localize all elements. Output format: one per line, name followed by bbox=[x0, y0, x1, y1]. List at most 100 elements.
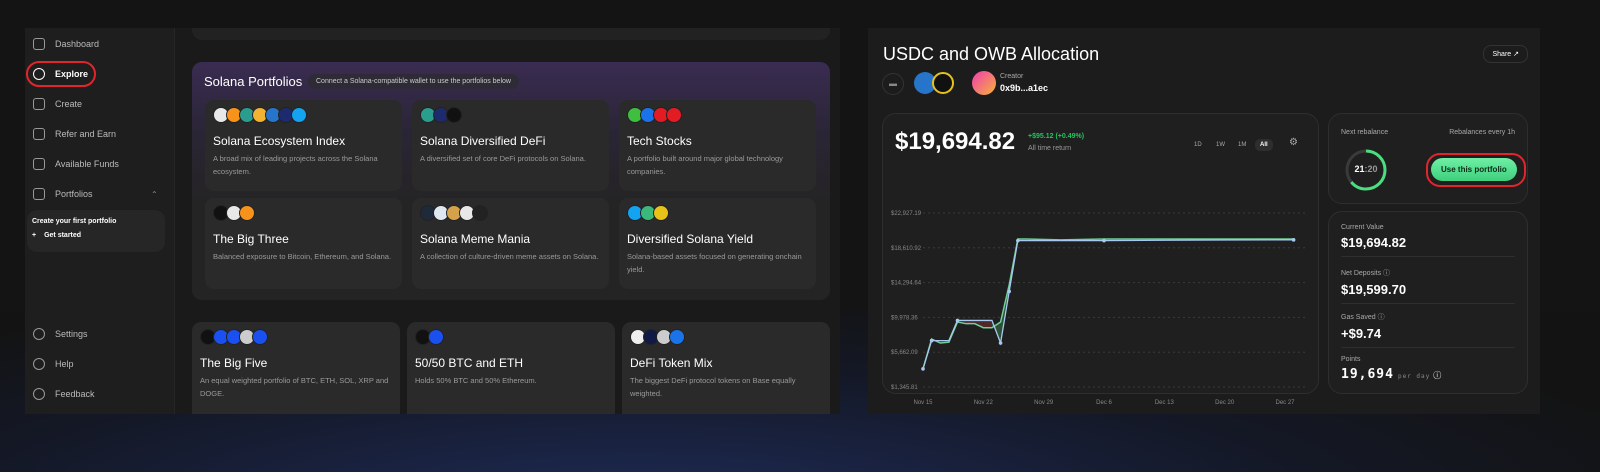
gain-loss-area bbox=[991, 320, 1001, 344]
usdc-token-icon bbox=[914, 72, 936, 94]
token-icon bbox=[239, 205, 255, 221]
chevron-up-icon[interactable]: ⌃ bbox=[151, 189, 158, 199]
data-point bbox=[1007, 289, 1011, 294]
stats-card: Current Value $19,694.82 Net Deposits ⓘ $19… bbox=[1328, 211, 1528, 394]
card-description: A collection of culture-driven meme asse… bbox=[420, 252, 599, 261]
main-content: Solana Portfolios Connect a Solana-compa… bbox=[175, 28, 840, 414]
all-time-change: +$95.12 (+0.49%) bbox=[1028, 133, 1085, 140]
stat-label-text: Gas Saved bbox=[1341, 314, 1376, 321]
range-tab-all[interactable]: All bbox=[1255, 139, 1273, 151]
portfolio-card[interactable]: Tech Stocks A portfolio built around majo… bbox=[619, 100, 816, 191]
portfolio-card[interactable]: Solana Diversified DeFi A diversified set… bbox=[412, 100, 609, 191]
token-icons bbox=[627, 107, 808, 124]
data-point bbox=[929, 338, 934, 343]
x-tick-label: Dec 6 bbox=[1096, 400, 1112, 406]
card-title: DeFi Token Mix bbox=[630, 356, 713, 370]
archive-icon[interactable]: ▬ bbox=[882, 73, 904, 95]
token-icon bbox=[428, 329, 444, 345]
change-label: All time return bbox=[1028, 145, 1072, 152]
token-icons bbox=[630, 329, 822, 346]
stat-label: Points bbox=[1341, 356, 1515, 363]
sidebar-item-settings[interactable]: Settings bbox=[33, 325, 88, 343]
previous-section bbox=[192, 28, 830, 40]
get-started-button[interactable]: + Get started bbox=[32, 232, 160, 239]
info-icon[interactable]: ⓘ bbox=[1375, 314, 1385, 321]
y-tick-label: $9,978.36 bbox=[891, 315, 918, 321]
token-icon bbox=[252, 329, 268, 345]
stat-value: $19,599.70 bbox=[1341, 282, 1515, 297]
stat-value: $19,694.82 bbox=[1341, 235, 1515, 250]
sparkle-icon bbox=[33, 98, 45, 110]
sidebar-item-help[interactable]: Help bbox=[33, 355, 74, 373]
grid-icon bbox=[33, 38, 45, 50]
y-tick-label: $18,610.92 bbox=[891, 246, 922, 252]
data-point bbox=[1016, 238, 1020, 243]
plus-icon: + bbox=[32, 232, 37, 239]
x-tick-label: Dec 13 bbox=[1155, 400, 1175, 406]
data-point bbox=[998, 341, 1003, 345]
range-tab-1d[interactable]: 1D bbox=[1194, 142, 1202, 148]
stat-gas-saved: Gas Saved ⓘ +$9.74 bbox=[1341, 312, 1515, 348]
info-icon[interactable]: ⓘ bbox=[1433, 371, 1443, 380]
info-icon[interactable]: ⓘ bbox=[1381, 270, 1391, 277]
sidebar-item-label: Portfolios bbox=[55, 189, 93, 199]
portfolio-detail-panel: USDC and OWB Allocation Share ↗ ▬ Creato… bbox=[868, 28, 1540, 414]
card-title: The Big Three bbox=[213, 232, 289, 246]
range-tab-1m[interactable]: 1M bbox=[1238, 142, 1247, 148]
sidebar-item-label: Help bbox=[55, 359, 74, 369]
card-title: Solana Diversified DeFi bbox=[420, 134, 546, 148]
series-0-line bbox=[922, 238, 1294, 370]
sidebar-item-create[interactable]: Create bbox=[33, 95, 82, 113]
share-label: Share bbox=[1492, 51, 1512, 58]
stat-value-text: 19,694 bbox=[1341, 367, 1394, 382]
sidebar-item-label: Settings bbox=[55, 329, 88, 339]
token-icon bbox=[669, 329, 685, 345]
card-description: A diversified set of core DeFi protocols… bbox=[420, 154, 586, 163]
sidebar-item-dashboard[interactable]: Dashboard bbox=[33, 35, 99, 53]
card-title: Solana Meme Mania bbox=[420, 232, 531, 246]
sidebar-item-portfolios[interactable]: Portfolios ⌃ bbox=[33, 185, 158, 203]
y-tick-label: $14,294.64 bbox=[891, 281, 922, 287]
portfolio-card[interactable]: Diversified Solana Yield Solana-based ass… bbox=[619, 198, 816, 289]
portfolio-card[interactable]: 50/50 BTC and ETH Holds 50% BTC and 50% E… bbox=[407, 322, 615, 414]
creator-address[interactable]: 0x9b...a1ec bbox=[1000, 83, 1049, 93]
highlight-annotation bbox=[1426, 153, 1526, 187]
portfolio-card[interactable]: Solana Ecosystem Index A broad mix of lea… bbox=[205, 100, 402, 191]
card-title: Solana Ecosystem Index bbox=[213, 134, 346, 148]
sidebar-item-feedback[interactable]: Feedback bbox=[33, 385, 95, 403]
owb-token-icon bbox=[932, 72, 954, 94]
x-tick-label: Dec 27 bbox=[1275, 400, 1295, 406]
y-tick-label: $22,927.19 bbox=[891, 211, 922, 217]
sidebar-item-label: Refer and Earn bbox=[55, 129, 117, 139]
card-description: Solana-based assets focused on generatin… bbox=[627, 252, 802, 274]
settings-gear-icon[interactable]: ⚙ bbox=[1289, 137, 1298, 148]
stat-label-text: Points bbox=[1341, 356, 1361, 363]
range-tab-1w[interactable]: 1W bbox=[1216, 142, 1225, 148]
token-icons bbox=[420, 205, 601, 222]
rebalance-card: Next rebalance Rebalances every 1h 21:20… bbox=[1328, 113, 1528, 204]
share-button[interactable]: Share ↗ bbox=[1483, 45, 1528, 63]
gain-loss-area bbox=[966, 320, 975, 324]
portfolio-card[interactable]: DeFi Token Mix The biggest DeFi protocol … bbox=[622, 322, 830, 414]
create-portfolio-title: Create your first portfolio bbox=[32, 218, 117, 225]
countdown-ring bbox=[1345, 149, 1387, 191]
portfolio-card[interactable]: The Big Three Balanced exposure to Bitcoi… bbox=[205, 198, 402, 289]
token-icons bbox=[213, 205, 394, 222]
sidebar-item-refer-and-earn[interactable]: Refer and Earn bbox=[33, 125, 116, 143]
external-link-icon: ↗ bbox=[1513, 51, 1519, 58]
wallet-note: Connect a Solana-compatible wallet to us… bbox=[308, 74, 519, 89]
use-portfolio-button[interactable]: Use this portfolio bbox=[1431, 158, 1517, 181]
x-tick-label: Nov 22 bbox=[974, 400, 994, 406]
data-point bbox=[955, 318, 960, 323]
gain-loss-area bbox=[983, 320, 992, 328]
stat-points: Points 19,694 per day ⓘ bbox=[1341, 356, 1515, 388]
portfolio-card[interactable]: The Big Five An equal weighted portfolio … bbox=[192, 322, 400, 414]
sidebar-item-available-funds[interactable]: Available Funds bbox=[33, 155, 119, 173]
token-icons bbox=[200, 329, 392, 346]
data-point bbox=[1102, 238, 1106, 243]
solana-portfolios-section: Solana Portfolios Connect a Solana-compa… bbox=[192, 62, 830, 300]
card-description: Holds 50% BTC and 50% Ethereum. bbox=[415, 376, 537, 385]
gear-icon bbox=[33, 328, 45, 340]
next-rebalance-label: Next rebalance bbox=[1341, 129, 1389, 136]
portfolio-card[interactable]: Solana Meme Mania A collection of culture… bbox=[412, 198, 609, 289]
